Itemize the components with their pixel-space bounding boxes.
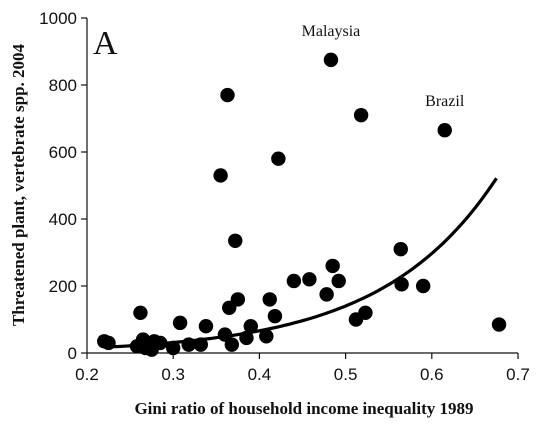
data-point [153,335,168,351]
annotation-label: Malaysia [302,23,361,40]
data-point [224,337,240,352]
data-point [166,340,181,356]
data-point [302,272,317,287]
data-point [331,273,346,289]
data-point [133,305,148,320]
data-point [243,319,258,334]
data-point [353,107,369,123]
data-point [213,168,228,183]
data-point [259,329,274,344]
data-point [228,233,243,248]
data-point [358,305,373,320]
data-point [267,308,283,324]
y-tick-label: 800 [49,76,77,95]
data-point [262,292,277,307]
x-axis-ticks: 0.2 0.3 0.4 0.5 0.6 0.7 [75,353,530,384]
data-point [415,278,431,294]
x-tick-label: 0.6 [420,365,444,384]
x-tick-label: 0.4 [248,365,272,384]
x-tick-label: 0.7 [506,365,530,384]
point-annotations: Malaysia Brazil [302,23,465,110]
y-tick-label: 600 [49,143,77,162]
data-point [230,292,246,307]
data-point [271,151,286,166]
x-tick-label: 0.5 [334,365,358,384]
data-point [181,337,196,352]
x-axis-title: Gini ratio of household income inequalit… [134,399,473,418]
panel-label: A [93,25,118,62]
y-axis-title: Threatened plant, vertebrate spp. 2004 [9,43,28,326]
data-point [393,241,408,257]
data-point [323,52,339,68]
data-point [325,258,340,274]
x-tick-label: 0.3 [161,365,185,384]
trend-curve [104,177,498,349]
data-point [286,273,302,289]
data-point [198,319,214,334]
data-point [101,335,116,351]
data-points [97,52,507,357]
y-axis-ticks: 0 200 400 600 800 1000 [39,9,87,363]
y-tick-label: 200 [49,277,77,296]
x-tick-label: 0.2 [75,365,99,384]
data-point [394,277,409,292]
y-tick-label: 0 [68,344,77,363]
y-tick-label: 1000 [39,9,77,28]
data-point [220,87,235,103]
data-point [437,123,452,138]
data-point [193,337,208,352]
data-point [239,330,254,346]
data-point [491,317,507,332]
data-point [319,287,334,302]
data-point [217,327,233,342]
data-point [172,315,188,331]
y-tick-label: 400 [49,210,77,229]
annotation-label: Brazil [425,93,465,110]
